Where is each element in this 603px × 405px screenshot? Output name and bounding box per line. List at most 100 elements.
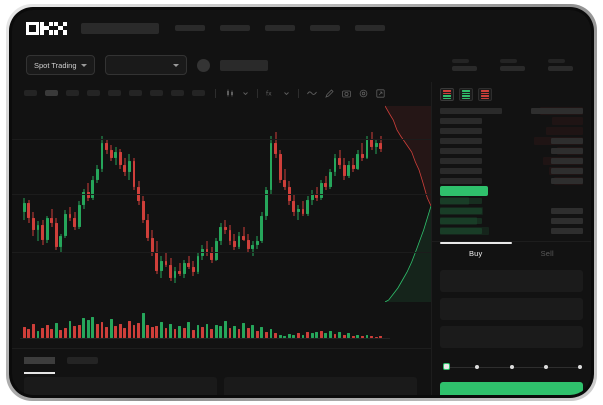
- slider-stop-75[interactable]: [543, 364, 548, 369]
- market-type-dropdown[interactable]: Spot Trading: [26, 55, 95, 75]
- candle: [365, 102, 369, 302]
- ob-mode-asks[interactable]: [478, 88, 492, 101]
- okx-logo[interactable]: [26, 21, 67, 35]
- candle: [95, 102, 99, 302]
- orderbook-bid-row[interactable]: [440, 216, 583, 226]
- orderbook-ask-row[interactable]: [440, 106, 583, 116]
- candle: [114, 102, 118, 302]
- trading-app: Spot Trading: [12, 10, 591, 395]
- candle-body: [77, 205, 81, 227]
- orderbook-bid-row[interactable]: [440, 196, 583, 206]
- candlestick-type-icon[interactable]: [226, 89, 234, 97]
- total-field[interactable]: [440, 326, 583, 348]
- chevron-down-icon-2[interactable]: [283, 90, 290, 97]
- ticker-stat-1: [452, 59, 477, 71]
- volume-bar: [191, 329, 195, 338]
- tab-sell[interactable]: Sell: [540, 248, 554, 258]
- last-price-highlight: [440, 186, 488, 196]
- candle: [59, 102, 63, 302]
- nav-item-5[interactable]: [355, 25, 385, 31]
- candle-body: [182, 263, 186, 275]
- timeframe-7[interactable]: [150, 90, 163, 96]
- amount-field[interactable]: [440, 298, 583, 320]
- ask-amount: [551, 178, 583, 184]
- orderbook-ask-row[interactable]: [440, 166, 583, 176]
- nav-item-4[interactable]: [310, 25, 340, 31]
- volume-bar: [228, 327, 232, 338]
- order-form: Buy Sell: [432, 242, 591, 395]
- price-field[interactable]: [440, 270, 583, 292]
- orderbook-ask-row[interactable]: [440, 136, 583, 146]
- orderbook-ask-row[interactable]: [440, 176, 583, 186]
- volume-bar: [146, 324, 150, 338]
- candle-body: [379, 143, 383, 149]
- pencil-icon[interactable]: [325, 88, 334, 98]
- camera-icon[interactable]: [342, 89, 351, 98]
- timeframe-6[interactable]: [129, 90, 142, 96]
- settings-gear-icon[interactable]: [359, 89, 368, 98]
- volume-bar: [82, 318, 86, 338]
- timeframe-8[interactable]: [171, 90, 184, 96]
- nav-item-2[interactable]: [220, 25, 250, 31]
- timeframe-3[interactable]: [66, 90, 79, 96]
- candle-body: [127, 161, 131, 173]
- slider-stop-25[interactable]: [475, 364, 480, 369]
- timeframe-4[interactable]: [87, 90, 100, 96]
- bottom-tab-1[interactable]: [24, 357, 55, 364]
- volume-bar: [370, 335, 373, 338]
- slider-handle[interactable]: [443, 363, 450, 370]
- orderbook[interactable]: [432, 106, 591, 236]
- volume-bar: [251, 325, 255, 338]
- orderbook-ask-row[interactable]: [440, 126, 583, 136]
- bottom-card-left[interactable]: [24, 377, 217, 395]
- volume-bar: [379, 336, 383, 338]
- volume-bar: [137, 322, 140, 338]
- candle-body: [68, 214, 72, 218]
- slider-stop-50[interactable]: [509, 364, 514, 369]
- orderbook-ask-row[interactable]: [440, 146, 583, 156]
- place-buy-order-button[interactable]: [440, 382, 583, 395]
- depth-area: [385, 206, 431, 302]
- candle-wick: [361, 143, 363, 162]
- price-candlestick-chart[interactable]: [12, 102, 431, 302]
- ob-mode-both[interactable]: [440, 88, 454, 101]
- orderbook-ask-row[interactable]: [440, 156, 583, 166]
- ask-price: [440, 118, 482, 124]
- timeframe-5[interactable]: [108, 90, 121, 96]
- volume-bar: [301, 334, 305, 338]
- orderbook-ask-row[interactable]: [440, 116, 583, 126]
- nav-item-1[interactable]: [175, 25, 205, 31]
- depth-line: [384, 205, 431, 302]
- trading-pair-dropdown[interactable]: [104, 55, 187, 75]
- orderbook-bid-row[interactable]: [440, 206, 583, 216]
- candle-body: [319, 183, 323, 198]
- amount-percent-slider[interactable]: [440, 361, 583, 375]
- candle-body: [251, 245, 255, 249]
- depth-chart-svg: [384, 105, 431, 302]
- candle-body: [201, 248, 204, 256]
- bottom-panel-tabs: [24, 357, 419, 364]
- slider-stop-100[interactable]: [578, 364, 582, 369]
- bottom-tab-2[interactable]: [67, 357, 98, 364]
- pair-name-label: [219, 59, 268, 71]
- timeframe-1[interactable]: [24, 90, 37, 96]
- ask-amount: [551, 118, 583, 124]
- tab-buy[interactable]: Buy: [468, 248, 483, 258]
- depth-area: [385, 106, 431, 206]
- volume-bar: [105, 327, 108, 338]
- candle: [100, 102, 104, 302]
- bottom-card-right[interactable]: [224, 377, 417, 395]
- timeframe-9[interactable]: [192, 90, 205, 96]
- line-tool-icon[interactable]: [307, 89, 317, 97]
- timeframe-2[interactable]: [45, 90, 58, 96]
- indicator-icon[interactable]: fx: [266, 89, 275, 97]
- orderbook-bid-row[interactable]: [440, 226, 583, 236]
- nav-item-3[interactable]: [265, 25, 295, 31]
- search-input[interactable]: [81, 22, 159, 34]
- candle: [370, 102, 373, 302]
- fullscreen-icon[interactable]: [376, 88, 385, 98]
- chevron-down-icon[interactable]: [242, 90, 249, 97]
- volume-bar: [347, 333, 351, 338]
- ob-mode-bids[interactable]: [459, 88, 473, 101]
- candle-wick: [325, 175, 327, 191]
